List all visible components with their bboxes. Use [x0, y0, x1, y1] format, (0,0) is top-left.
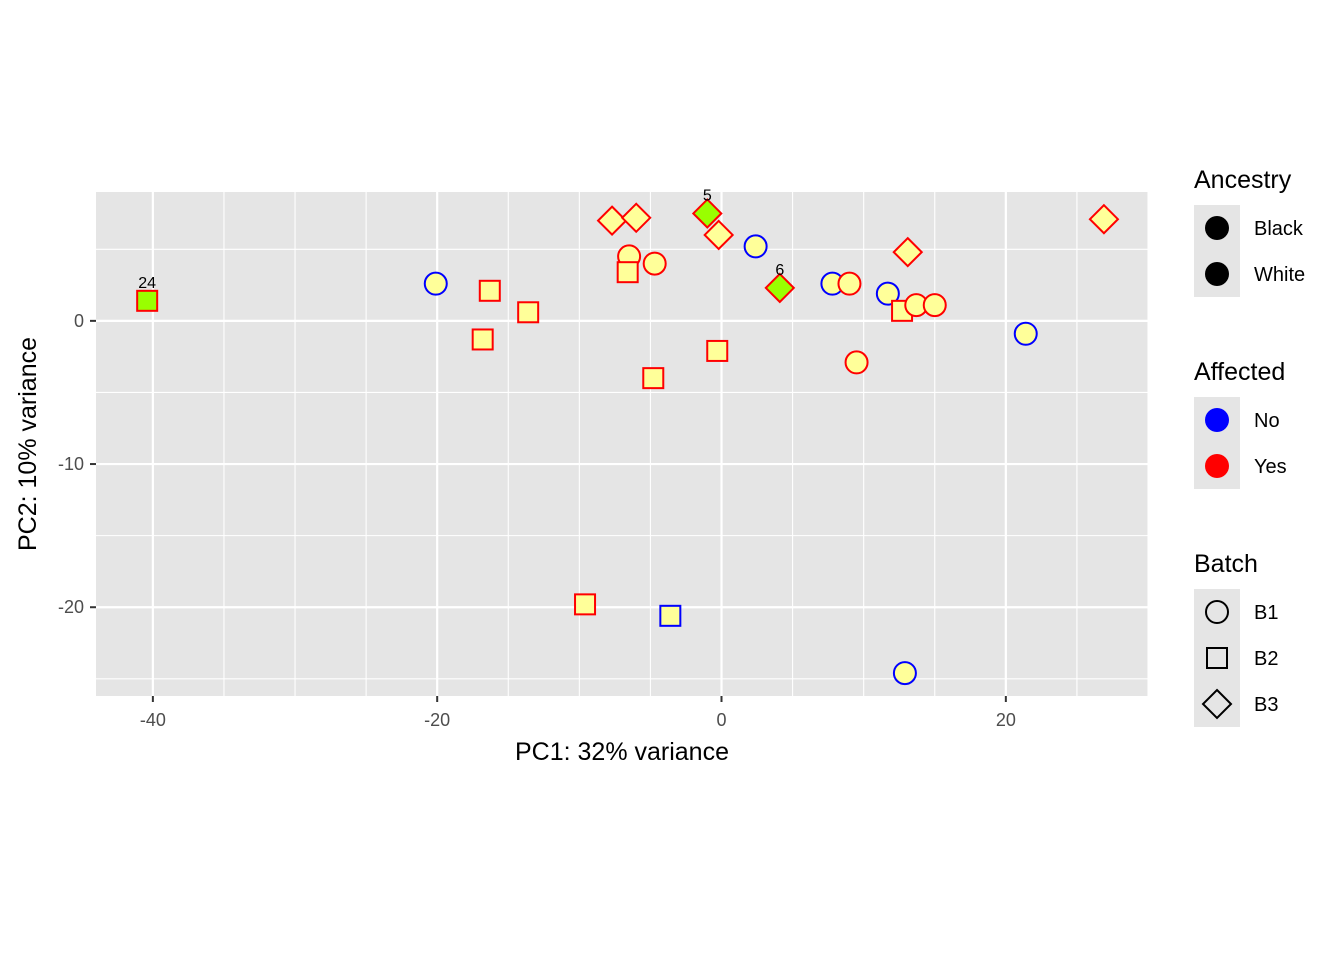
legend-title: Ancestry — [1194, 166, 1292, 194]
x-tick-label: 20 — [996, 710, 1016, 730]
point-label: 6 — [775, 262, 784, 279]
point-diamond — [892, 236, 924, 268]
legend-key-background — [1194, 589, 1240, 635]
legend-label: No — [1254, 410, 1280, 432]
legend-title: Batch — [1194, 550, 1258, 578]
point-diamond — [764, 272, 796, 304]
point-square — [659, 604, 682, 627]
y-tick-label: 0 — [74, 311, 84, 331]
point-circle — [423, 271, 448, 296]
legend-key-square-icon — [1206, 647, 1228, 669]
point-square — [517, 301, 540, 324]
legend-key-circle-icon — [1205, 454, 1229, 478]
point-square — [471, 328, 494, 351]
point-square — [706, 339, 729, 362]
legend-key-diamond-icon — [1201, 688, 1233, 720]
point-label: 24 — [138, 275, 156, 292]
point-square — [642, 367, 665, 390]
point-circle — [892, 661, 917, 686]
point-circle — [1013, 321, 1038, 346]
legend-label: White — [1254, 264, 1305, 286]
x-tick-label: 0 — [717, 710, 727, 730]
legend-label: Black — [1254, 218, 1304, 240]
legend-key-circle-icon — [1205, 600, 1229, 624]
legend-title: Affected — [1194, 358, 1285, 386]
legend-key-circle-icon — [1205, 262, 1229, 286]
legend-label: Yes — [1254, 456, 1287, 478]
legend-key-background — [1194, 681, 1240, 727]
legend-label: B1 — [1254, 602, 1278, 624]
point-circle — [642, 251, 667, 276]
point-square — [574, 593, 597, 616]
x-axis-title: PC1: 32% variance — [515, 738, 729, 766]
point-diamond — [703, 219, 735, 251]
y-tick-label: -20 — [58, 597, 84, 617]
point-circle — [743, 234, 768, 259]
point-circle — [922, 293, 947, 318]
y-axis-title: PC2: 10% variance — [14, 337, 42, 551]
y-tick-label: -10 — [58, 454, 84, 474]
point-square — [616, 261, 639, 284]
point-square — [478, 279, 501, 302]
point-diamond — [596, 205, 628, 237]
legend-key-circle-icon — [1205, 408, 1229, 432]
point-diamond — [1088, 203, 1120, 235]
x-tick-label: -40 — [140, 710, 166, 730]
axes: -40 -20 0 20 0 -10 -20 — [58, 311, 1016, 730]
point-diamond — [620, 202, 652, 234]
legend: Ancestry Black White Affected No Yes Batch B1 B2… — [1194, 166, 1305, 727]
legend-key-circle-icon — [1205, 216, 1229, 240]
point-circle — [837, 271, 862, 296]
legend-label: B2 — [1254, 648, 1278, 670]
point-circle — [844, 350, 869, 375]
point-diamond — [691, 198, 723, 229]
point-square — [136, 289, 159, 312]
point-circle — [875, 281, 900, 306]
x-tick-label: -20 — [424, 710, 450, 730]
data-points: 24 5 6 — [136, 187, 1120, 686]
point-label: 5 — [703, 187, 712, 204]
legend-label: B3 — [1254, 694, 1278, 716]
legend-key-background — [1194, 635, 1240, 681]
